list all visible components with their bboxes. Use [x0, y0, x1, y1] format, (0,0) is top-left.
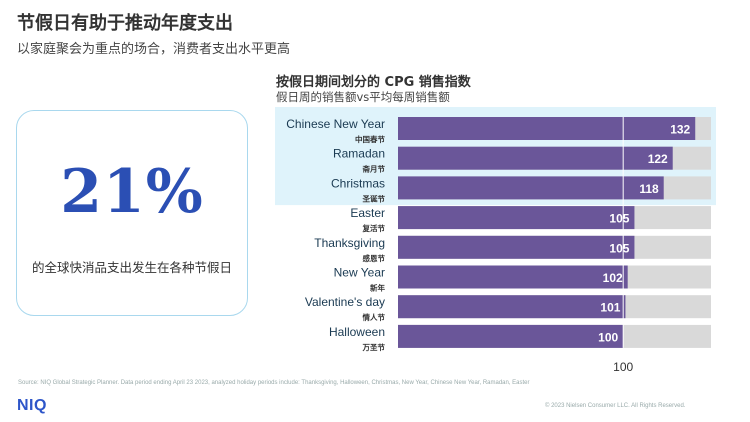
- source-note: Source: NIQ Global Strategic Planner. Da…: [18, 380, 530, 386]
- category-label: Ramadan: [333, 147, 385, 161]
- page-subtitle: 以家庭聚会为重点的场合，消费者支出水平更高: [17, 42, 291, 57]
- bar: [398, 265, 628, 289]
- page-title: 节假日有助于推动年度支出: [17, 13, 233, 34]
- data-label: 101: [600, 301, 620, 315]
- data-label: 102: [603, 271, 623, 285]
- bar: [398, 206, 635, 230]
- category-label-zh: 复活节: [362, 223, 386, 233]
- stat-description: 的全球快消品支出发生在各种节假日: [31, 260, 232, 275]
- bar: [398, 176, 664, 200]
- category-label-zh: 新年: [370, 283, 385, 293]
- bar: [398, 324, 624, 348]
- category-label: Thanksgiving: [314, 236, 385, 250]
- reference-label: 100: [613, 360, 633, 374]
- data-label: 105: [609, 212, 629, 226]
- bar: [398, 235, 635, 259]
- category-label: Christmas: [331, 176, 385, 190]
- data-label: 118: [639, 182, 659, 196]
- category-label: Valentine's day: [305, 295, 385, 309]
- category-label-zh: 情人节: [362, 312, 386, 322]
- data-label: 132: [670, 123, 690, 137]
- category-label: Halloween: [329, 325, 385, 339]
- data-label: 122: [648, 152, 668, 166]
- copyright-note: © 2023 Nielsen Consumer LLC. All Rights …: [545, 403, 686, 409]
- category-label-zh: 感恩节: [363, 253, 386, 263]
- category-label-zh: 万圣节: [362, 342, 386, 352]
- data-label: 105: [609, 241, 629, 255]
- niq-logo: NIQ: [17, 397, 47, 414]
- bar: [398, 295, 626, 319]
- category-label-zh: 中国春节: [355, 134, 385, 144]
- category-label: New Year: [334, 266, 385, 280]
- bar: [398, 146, 673, 170]
- category-label-zh: 斋月节: [362, 164, 386, 174]
- stat-value: 21%: [60, 157, 204, 227]
- category-label: Chinese New Year: [286, 117, 385, 131]
- bar: [398, 117, 696, 140]
- data-label: 100: [598, 330, 618, 344]
- chart-title: 按假日期间划分的 CPG 销售指数: [276, 75, 471, 90]
- category-label-zh: 圣诞节: [362, 193, 386, 203]
- stat-card: 21% 的全球快消品支出发生在各种节假日: [16, 110, 248, 316]
- category-label: Easter: [350, 206, 385, 220]
- chart-subtitle: 假日周的销售额vs平均每周销售额: [276, 90, 450, 104]
